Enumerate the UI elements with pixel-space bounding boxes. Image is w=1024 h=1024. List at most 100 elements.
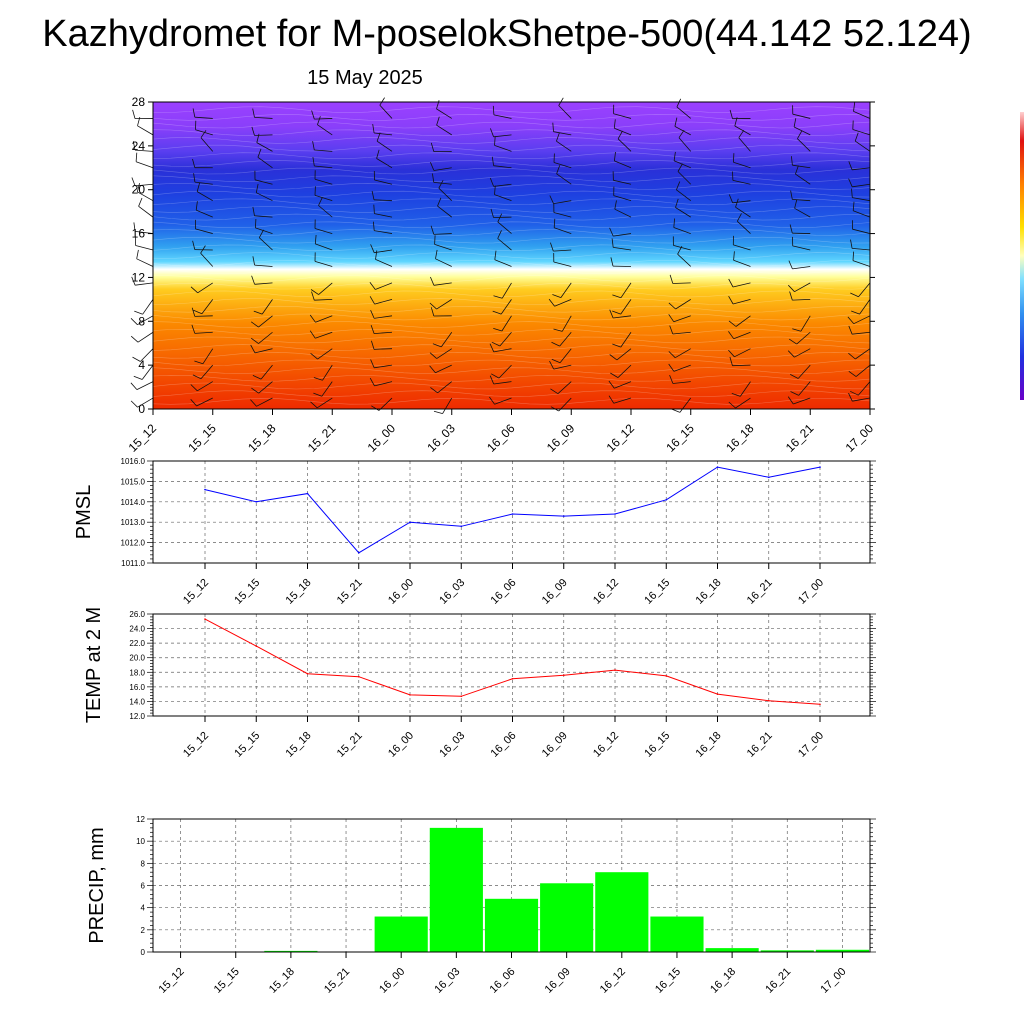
y-tick-label: 18.0 bbox=[129, 668, 145, 677]
wind-barb bbox=[318, 282, 333, 295]
wind-barb-feather bbox=[192, 158, 196, 168]
wind-barb-feather bbox=[432, 343, 442, 348]
x-tick-label: 16_09 bbox=[544, 421, 578, 455]
wind-barb-feather bbox=[369, 282, 376, 290]
wind-barb-feather bbox=[553, 328, 563, 332]
data-point bbox=[255, 501, 258, 503]
wind-barb-feather bbox=[668, 314, 675, 323]
wind-barb-feather bbox=[318, 197, 323, 206]
wind-barb bbox=[379, 104, 393, 119]
wind-barb bbox=[314, 261, 333, 267]
contour-line bbox=[152, 298, 871, 305]
wind-barb bbox=[435, 258, 452, 267]
contour-line bbox=[152, 267, 871, 275]
wind-barb bbox=[314, 149, 333, 152]
wind-barb-feather bbox=[313, 392, 322, 397]
wind-barb bbox=[378, 397, 393, 411]
temp-panel: 12.0 14.0 16.0 18.0 20.0 22.0 24.0 26.0 15_12 15_… bbox=[83, 607, 876, 760]
wind-barb-feather bbox=[309, 314, 316, 323]
x-tick-label: 15_12 bbox=[126, 421, 160, 455]
x-tick-label: 15_18 bbox=[245, 421, 279, 455]
wind-barb-feather bbox=[192, 240, 196, 250]
y-axis-title: PRECIP, mm bbox=[86, 827, 108, 943]
y-tick-label: 4 bbox=[141, 904, 146, 913]
wind-barb-feather bbox=[848, 161, 853, 170]
x-tick-label: 17_00 bbox=[796, 577, 826, 607]
x-tick-label: 16_06 bbox=[488, 966, 518, 996]
wind-barb bbox=[797, 364, 811, 379]
wind-barb bbox=[195, 228, 213, 234]
wind-barb bbox=[136, 381, 154, 390]
wind-barb bbox=[614, 381, 632, 389]
wind-barb-feather bbox=[438, 180, 444, 189]
wind-barb bbox=[858, 282, 871, 297]
wind-barb-feather bbox=[731, 393, 741, 397]
wind-barb bbox=[373, 199, 393, 202]
wind-barb-feather bbox=[193, 309, 203, 315]
wind-barb-feather bbox=[736, 213, 742, 222]
wind-barb-feather bbox=[130, 400, 138, 408]
wind-barb bbox=[493, 348, 512, 353]
wind-barb-feather bbox=[549, 360, 555, 370]
wind-barb bbox=[852, 228, 871, 234]
x-tick-label: 16_03 bbox=[424, 421, 458, 455]
wind-barb bbox=[674, 348, 691, 359]
wind-barb bbox=[738, 137, 751, 152]
wind-barb bbox=[855, 364, 871, 377]
wind-barb-feather bbox=[850, 390, 859, 396]
wind-barb-feather bbox=[190, 384, 198, 392]
wind-barb bbox=[141, 364, 154, 380]
contour-line bbox=[152, 275, 871, 282]
wind-barb-feather bbox=[738, 129, 745, 138]
wind-barb-feather bbox=[556, 165, 561, 174]
wind-barb bbox=[194, 315, 213, 317]
wind-barb bbox=[197, 282, 213, 294]
wind-barb-feather bbox=[255, 218, 257, 228]
wind-barb-feather bbox=[370, 310, 375, 319]
wind-barb bbox=[852, 397, 871, 402]
wind-barb-feather bbox=[371, 405, 380, 411]
wind-barb bbox=[433, 182, 452, 185]
wind-barb bbox=[674, 126, 691, 136]
wind-barb-feather bbox=[669, 374, 674, 384]
wind-barb bbox=[322, 364, 333, 381]
wind-barb-feather bbox=[310, 289, 319, 295]
wind-barb-feather bbox=[136, 182, 140, 192]
wind-barb-feather bbox=[132, 109, 136, 119]
contour-line bbox=[152, 390, 871, 397]
wind-barb-feather bbox=[194, 360, 204, 365]
wind-barb bbox=[200, 364, 214, 380]
wind-barb bbox=[435, 364, 452, 374]
wind-barb-feather bbox=[788, 338, 797, 345]
contour-line bbox=[152, 290, 871, 298]
wind-barb-feather bbox=[493, 328, 503, 332]
precip-bar bbox=[595, 872, 649, 952]
wind-barb-feather bbox=[853, 102, 856, 112]
wind-barb-feather bbox=[371, 340, 375, 350]
contour-line bbox=[152, 397, 871, 405]
wind-barb-feather bbox=[190, 399, 197, 407]
wind-barb bbox=[732, 364, 751, 367]
wind-barb-feather bbox=[490, 128, 494, 137]
pmsl-panel: 1011.0 1012.0 1013.0 1014.0 1015.0 1016.0 15_1… bbox=[73, 457, 876, 607]
wind-barb bbox=[194, 116, 213, 119]
wind-barb-feather bbox=[430, 142, 435, 152]
wind-barb bbox=[853, 315, 871, 325]
wind-barb bbox=[374, 315, 393, 319]
data-point bbox=[768, 476, 770, 479]
wind-barb-feather bbox=[191, 324, 196, 334]
wind-barb bbox=[733, 244, 751, 251]
wind-barb bbox=[436, 124, 452, 136]
data-point bbox=[511, 678, 514, 680]
wind-barb bbox=[373, 348, 393, 350]
wind-barb-feather bbox=[134, 310, 143, 315]
wind-barb-feather bbox=[550, 388, 559, 395]
contour-line bbox=[152, 221, 871, 229]
wind-barb-feather bbox=[135, 152, 138, 162]
wind-barb bbox=[315, 243, 333, 251]
wind-barb bbox=[374, 298, 393, 305]
wind-barb-feather bbox=[728, 194, 733, 203]
y-tick-label: 1012.0 bbox=[121, 539, 146, 548]
wind-barb bbox=[620, 299, 632, 315]
wind-barb bbox=[732, 200, 751, 204]
